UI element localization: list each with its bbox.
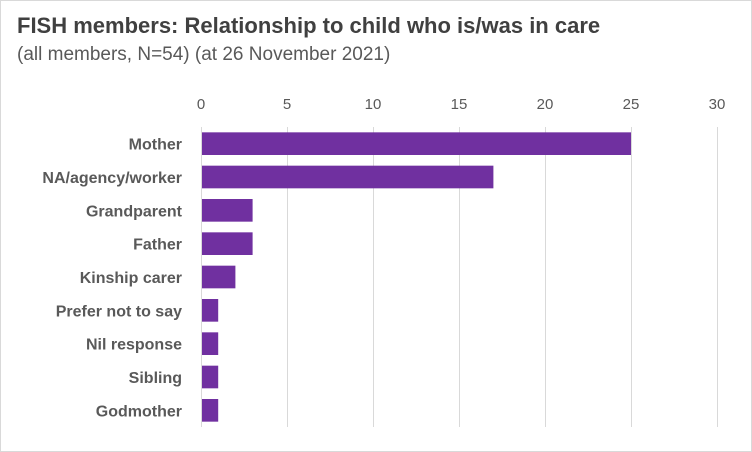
category-label: Nil response <box>86 337 182 354</box>
chart-subtitle: (all members, N=54) (at 26 November 2021… <box>17 44 391 65</box>
category-label: NA/agency/worker <box>42 170 182 187</box>
x-tick-label: 0 <box>197 96 205 113</box>
x-tick-label: 20 <box>537 96 554 113</box>
category-label: Kinship carer <box>80 270 182 287</box>
bar <box>201 365 219 389</box>
chart-title: FISH members: Relationship to child who … <box>17 13 601 38</box>
x-tick-label: 30 <box>709 96 726 113</box>
bar <box>201 399 219 422</box>
x-tick-label: 10 <box>365 96 382 113</box>
bar <box>201 132 631 155</box>
category-label: Father <box>133 237 182 254</box>
category-label: Mother <box>129 137 182 154</box>
category-label: Prefer not to say <box>56 303 182 320</box>
x-tick-label: 5 <box>283 96 291 113</box>
bar <box>201 199 253 222</box>
bar <box>201 232 253 255</box>
bar <box>201 332 219 355</box>
x-tick-label: 15 <box>451 96 468 113</box>
bar <box>201 165 494 189</box>
category-label: Sibling <box>129 370 182 387</box>
bar <box>201 299 219 322</box>
category-label: Grandparent <box>86 203 183 220</box>
bar <box>201 265 236 289</box>
x-tick-label: 25 <box>623 96 640 113</box>
category-label: Godmother <box>96 403 182 420</box>
